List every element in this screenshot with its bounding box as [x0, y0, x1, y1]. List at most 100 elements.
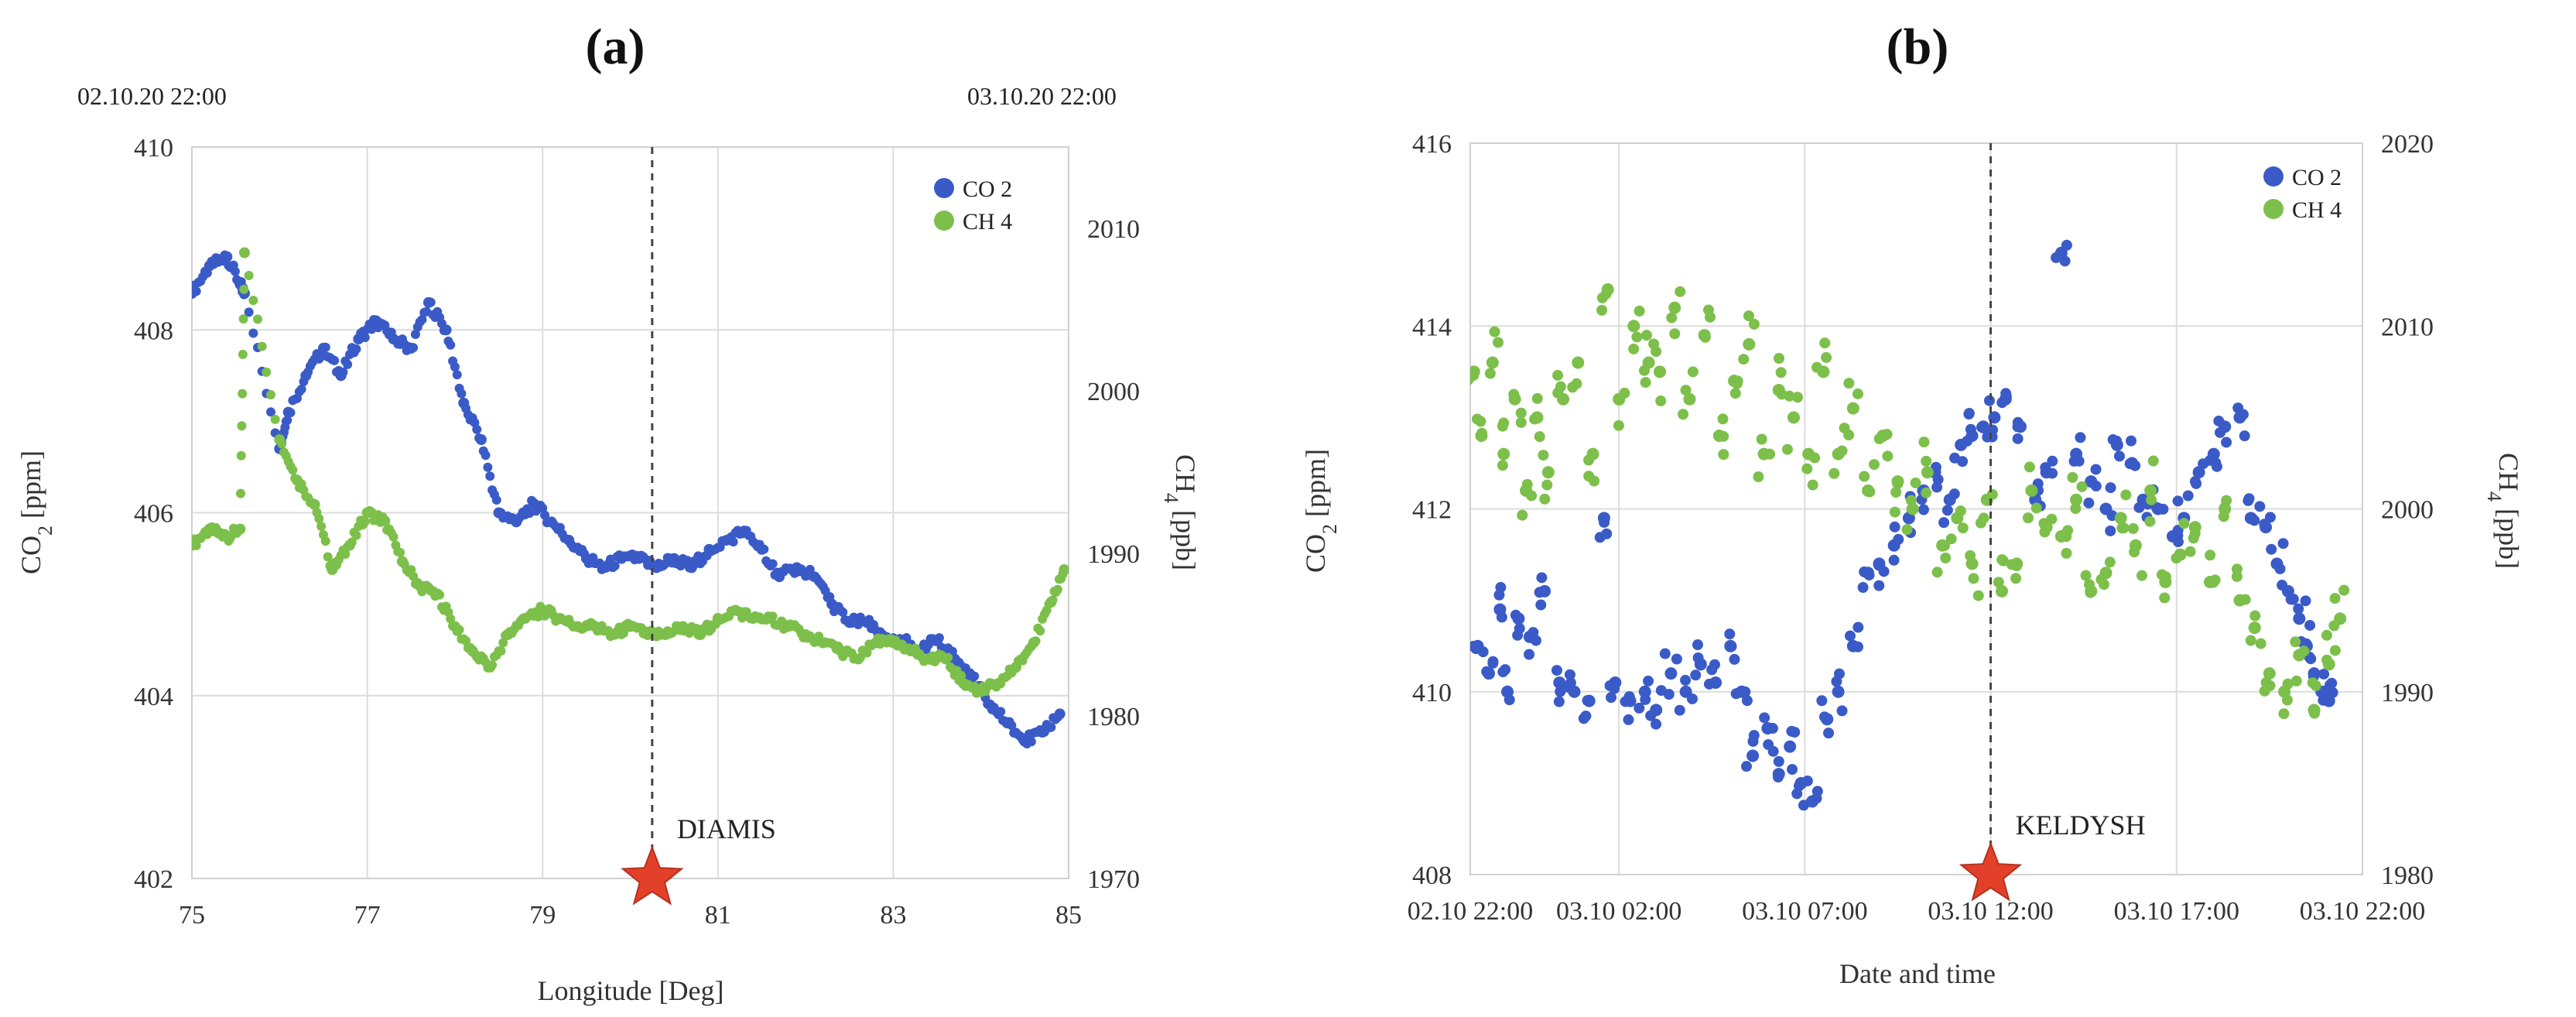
panel-a-ch4-point [234, 523, 246, 535]
panel-b-ch4-point-cloud [2159, 592, 2171, 604]
panel-b-co2-point-cloud [1645, 710, 1657, 721]
panel-a-x-tick-label: 75 [179, 901, 205, 930]
panel-b-ch4-point-cloud [1515, 416, 1527, 428]
panel-b-co2-point-cloud [1941, 505, 1953, 516]
panel-b-ch4-point-cloud [1666, 312, 1678, 324]
panel-b-ch4-point-cloud [1868, 459, 1880, 471]
panel-b-co2-point-cloud [2249, 515, 2260, 526]
panel-b-ch4-point [1541, 466, 1555, 479]
panel-b-title: (b) [1887, 19, 1949, 75]
panel-b-co2-point-cloud [1836, 705, 1848, 717]
panel-b-co2-point-cloud [2211, 461, 2222, 472]
panel-a-plot-frame [191, 146, 1069, 879]
panel-a-ch4-point-interp [461, 636, 471, 646]
panel-b-co2-point-cloud [2075, 432, 2086, 443]
panel-a-co2-point-interp [1007, 721, 1017, 731]
panel-b-co2-point [2293, 612, 2306, 625]
panel-b-co2-point-cloud [2012, 433, 2024, 444]
panel-a-left-tick-label: 402 [134, 865, 173, 894]
panel-b-ch4-point [1683, 392, 1696, 406]
panel-b-co2-point-cloud [1767, 745, 1779, 757]
panel-b-x-tick-label: 03.10 17:00 [2114, 897, 2239, 926]
panel-b-ch4-point [2263, 667, 2276, 680]
panel-b-ch4-point-cloud [1640, 330, 1652, 341]
panel-b-ch4-point-cloud [2205, 550, 2216, 561]
panel-b-co2-point-cloud [1527, 627, 1539, 639]
panel-a-co2-point-interp [244, 307, 254, 317]
panel-b-ch4-point-cloud [2080, 570, 2092, 581]
panel-a-x-tick-label: 81 [705, 901, 731, 930]
panel-b-ch4-point-cloud [2098, 579, 2109, 591]
panel-a-right-axis-title: CH4 [ppb] [1161, 454, 1202, 570]
panel-b-ch4-point-cloud [1583, 471, 1595, 482]
panel-a-right-tick-label: 1990 [1087, 540, 1140, 569]
panel-a-co2-point-interp [265, 407, 275, 417]
panel-b-legend-co2-label: CO 2 [2292, 165, 2342, 190]
panel-b-ch4-point-cloud [1748, 318, 1760, 330]
panel-b-ch4-point-cloud [1965, 550, 1976, 561]
panel-b-co2-point-cloud [1740, 686, 1751, 697]
panel-a-ch4-point [238, 247, 250, 259]
panel-b-co2-point-cloud [2130, 460, 2141, 471]
panel-b-right-tick-label: 2010 [2381, 313, 2434, 341]
panel-b-co2-point-cloud [1986, 431, 1998, 443]
panel-b-ch4-point-cloud [1497, 460, 1508, 471]
panel-b-co2-point-cloud [1976, 421, 1987, 433]
panel-a-co2-point-interp [970, 671, 980, 681]
panel-b-co2-point-cloud [1963, 407, 1975, 419]
panel-b-co2-point-cloud [1873, 580, 1885, 591]
panel-b-ch4-point-cloud [1680, 385, 1692, 396]
panel-b-ch4-point-cloud [2178, 518, 2190, 529]
panel-b-left-tick-label: 416 [1412, 130, 1452, 159]
panel-b-co2-point-cloud [2047, 455, 2058, 467]
panel-b-ch4-point-cloud [1731, 378, 1743, 389]
panel-b-left-tick-labels: 408 410 412 414 416 [1412, 130, 1452, 890]
panel-b-co2-point-cloud [1671, 653, 1682, 665]
panel-a-x-tick-labels: 75 77 79 81 83 85 [179, 901, 1082, 930]
panel-b-ch4-point-cloud [1497, 420, 1508, 432]
panel-b-ch4-point [1921, 466, 1934, 479]
panel-a-ch4-point-interp [446, 614, 456, 624]
panel-b-ch4-point-cloud [1526, 490, 1538, 502]
panel-b-ch4-point-cloud [2255, 638, 2266, 649]
panel-b-ch4-point-cloud [1517, 509, 1528, 521]
panel-b-ch4-point-cloud [1775, 367, 1787, 378]
panel-b-co2-point-cloud [2189, 476, 2201, 488]
panel-b-ch4-point [2248, 622, 2261, 635]
panel-b-ch4-point-cloud [2321, 629, 2332, 641]
panel-a-co2-point [475, 434, 487, 445]
panel-b-co2-point-cloud [2172, 495, 2184, 507]
panel-a-ch4-point-interp [252, 314, 262, 324]
panel-a-co2-point-interp [610, 561, 620, 571]
panel-b-co2-point-cloud [2277, 538, 2289, 550]
panel-b-co2-point-cloud [2133, 502, 2145, 513]
panel-b-co2-point-cloud [2243, 493, 2255, 505]
panel-b-co2-point-cloud [1470, 640, 1479, 652]
panel-b-x-axis-title: Date and time [1839, 958, 1996, 989]
panel-b-co2-point-cloud [1692, 652, 1704, 663]
panel-a-co2-point-interp [316, 351, 327, 361]
panel-b-co2-point-cloud [1580, 711, 1592, 722]
panel-b-ch4-point-cloud [1552, 369, 1564, 381]
panel-a-co2-point-interp [1046, 722, 1056, 732]
panel-a-ch4-point-interp [454, 625, 464, 635]
panel-b-ch4-point-cloud [2127, 522, 2139, 534]
panel-b-ch4-point-cloud [2146, 494, 2157, 505]
panel-b-ch4-point-cloud [1753, 471, 1764, 483]
panel-b-co2-point [1746, 749, 1760, 762]
panel-a-left-tick-label: 406 [134, 500, 173, 529]
panel-a-diamis-label: DIAMIS [677, 813, 776, 844]
panel-b-co2-point-cloud [1730, 688, 1742, 700]
panel-b-co2-point-cloud [2182, 490, 2194, 502]
panel-b-ch4-point-cloud [1631, 331, 1643, 343]
panel-b-co2-point-cloud [1893, 533, 1904, 545]
panel-b-ch4-point-cloud [1781, 443, 1793, 455]
panel-b-co2-point-cloud [2287, 594, 2299, 605]
panel-a-ch4-point-interp [257, 341, 267, 351]
panel-a-co2-point-interp [1026, 737, 1036, 747]
panel-a-ch4-point-interp [288, 465, 298, 475]
panel-b-ch4-point-cloud [1634, 305, 1645, 317]
panel-a-ch4-point-interp [435, 590, 445, 600]
panel-a-ch4-point [379, 515, 391, 526]
panel-b-co2-point-cloud [1564, 669, 1575, 680]
